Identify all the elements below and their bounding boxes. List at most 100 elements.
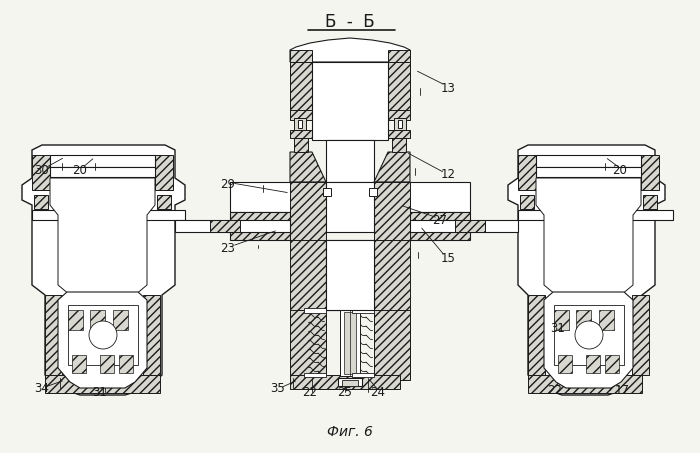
Bar — [536, 155, 641, 167]
Bar — [374, 240, 410, 378]
Bar — [32, 210, 185, 220]
Bar — [290, 375, 400, 389]
Circle shape — [575, 321, 603, 349]
Bar — [290, 58, 310, 110]
Bar — [290, 130, 410, 138]
Bar — [90, 310, 105, 330]
Bar — [175, 220, 290, 232]
Bar — [32, 155, 50, 190]
Text: 22: 22 — [302, 386, 318, 399]
Bar — [210, 220, 240, 232]
Bar — [290, 50, 312, 62]
Bar — [344, 312, 356, 374]
Circle shape — [89, 321, 117, 349]
Polygon shape — [508, 145, 665, 395]
Text: 13: 13 — [440, 82, 456, 95]
Bar — [294, 118, 306, 130]
Bar — [338, 378, 362, 386]
Polygon shape — [544, 292, 633, 388]
Bar — [113, 310, 128, 330]
Bar — [323, 188, 331, 196]
Text: 15: 15 — [440, 251, 456, 265]
Bar — [143, 295, 160, 375]
Bar — [410, 220, 518, 232]
Text: 23: 23 — [220, 241, 235, 255]
Bar — [100, 355, 114, 373]
Bar — [304, 308, 326, 313]
Bar — [554, 310, 569, 330]
Text: 29: 29 — [220, 178, 235, 192]
Bar — [72, 355, 86, 373]
Bar — [518, 155, 536, 190]
Bar — [155, 155, 173, 190]
Polygon shape — [374, 182, 470, 212]
Bar — [518, 210, 673, 220]
Text: 31: 31 — [92, 386, 107, 399]
Text: 31: 31 — [551, 322, 566, 334]
Polygon shape — [22, 145, 185, 395]
Bar — [528, 375, 642, 393]
Bar — [388, 62, 410, 110]
Polygon shape — [230, 212, 290, 240]
Bar — [68, 310, 83, 330]
Polygon shape — [290, 38, 410, 62]
Bar — [312, 62, 388, 140]
Text: 34: 34 — [34, 381, 50, 395]
Bar — [34, 195, 48, 209]
Bar — [641, 155, 659, 190]
Polygon shape — [290, 152, 326, 182]
Text: 17: 17 — [615, 384, 629, 396]
Bar — [290, 182, 326, 240]
Text: 27: 27 — [433, 213, 447, 226]
Bar — [576, 310, 591, 330]
Text: 35: 35 — [271, 381, 286, 395]
Text: Б  -  Б: Б - Б — [326, 13, 374, 31]
Bar — [369, 188, 377, 196]
Bar — [290, 240, 326, 378]
Bar — [342, 380, 358, 386]
Bar — [157, 195, 171, 209]
Bar — [388, 50, 410, 62]
Bar — [374, 310, 410, 380]
Bar — [455, 220, 485, 232]
Text: 20: 20 — [73, 164, 88, 177]
Bar — [294, 138, 308, 152]
Text: 30: 30 — [34, 164, 50, 177]
Bar — [326, 240, 374, 310]
Bar — [528, 295, 545, 375]
Bar — [326, 140, 374, 182]
Bar — [340, 310, 360, 376]
Text: 25: 25 — [337, 386, 352, 399]
Bar — [398, 120, 402, 128]
Bar — [304, 373, 326, 377]
Text: 22: 22 — [547, 384, 563, 396]
Bar — [68, 305, 138, 365]
Bar — [554, 305, 624, 365]
Polygon shape — [410, 212, 470, 240]
Bar — [643, 195, 657, 209]
Bar — [45, 295, 62, 375]
Bar — [536, 167, 641, 177]
Bar — [599, 310, 614, 330]
Bar — [326, 240, 374, 310]
Polygon shape — [50, 178, 155, 295]
Bar — [290, 310, 326, 380]
Bar — [50, 155, 155, 167]
Bar — [392, 138, 406, 152]
Bar — [352, 308, 374, 313]
Text: 12: 12 — [440, 169, 456, 182]
Bar — [374, 182, 410, 240]
Bar — [352, 373, 374, 377]
Bar — [290, 110, 410, 120]
Bar — [632, 295, 649, 375]
Polygon shape — [536, 178, 641, 295]
Bar — [290, 62, 312, 110]
Polygon shape — [374, 152, 410, 182]
Bar — [605, 355, 619, 373]
Bar — [326, 182, 374, 232]
Bar — [290, 50, 410, 62]
Bar — [390, 58, 410, 110]
Polygon shape — [230, 182, 326, 212]
Bar — [45, 375, 160, 393]
Polygon shape — [58, 292, 147, 388]
